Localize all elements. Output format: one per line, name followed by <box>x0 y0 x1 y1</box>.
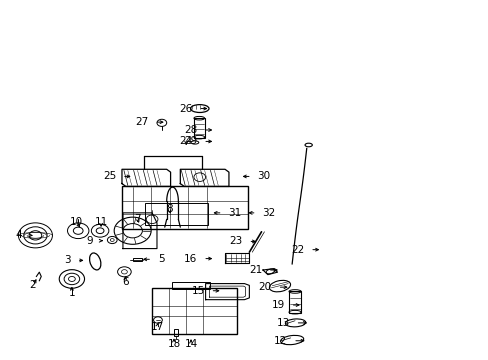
Text: 13: 13 <box>276 318 289 328</box>
Text: 8: 8 <box>165 204 172 214</box>
Text: 14: 14 <box>184 339 197 348</box>
Text: 10: 10 <box>70 217 83 227</box>
Text: 9: 9 <box>86 236 93 246</box>
Bar <box>152 288 237 334</box>
Text: 26: 26 <box>179 104 192 113</box>
Bar <box>194 118 204 138</box>
Bar <box>122 186 248 229</box>
Text: 12: 12 <box>273 336 287 346</box>
Text: 23: 23 <box>229 237 242 247</box>
Text: 1: 1 <box>68 288 75 297</box>
Text: 32: 32 <box>262 208 275 218</box>
Text: 2: 2 <box>30 280 36 291</box>
Text: 22: 22 <box>290 245 304 255</box>
Text: 6: 6 <box>122 277 128 287</box>
Text: 20: 20 <box>258 282 271 292</box>
Text: 7: 7 <box>134 213 141 224</box>
Text: 30: 30 <box>257 171 270 181</box>
Bar <box>288 292 301 313</box>
Text: 19: 19 <box>271 300 285 310</box>
Text: 17: 17 <box>150 322 163 332</box>
Text: 15: 15 <box>191 286 204 296</box>
Text: 16: 16 <box>183 253 197 264</box>
Text: 31: 31 <box>228 208 241 218</box>
Text: 5: 5 <box>158 254 164 264</box>
Text: 11: 11 <box>94 217 107 227</box>
Text: 29: 29 <box>183 136 197 147</box>
Text: 21: 21 <box>248 265 262 275</box>
Text: 4: 4 <box>16 230 22 240</box>
Text: 25: 25 <box>102 171 116 181</box>
Text: 24: 24 <box>179 136 192 146</box>
Bar <box>171 282 210 289</box>
Text: 18: 18 <box>167 339 180 348</box>
Text: 28: 28 <box>183 125 197 135</box>
Bar <box>174 329 178 337</box>
Text: 27: 27 <box>135 117 148 127</box>
Bar <box>132 258 142 261</box>
Bar <box>144 203 207 225</box>
Text: 3: 3 <box>64 255 71 265</box>
